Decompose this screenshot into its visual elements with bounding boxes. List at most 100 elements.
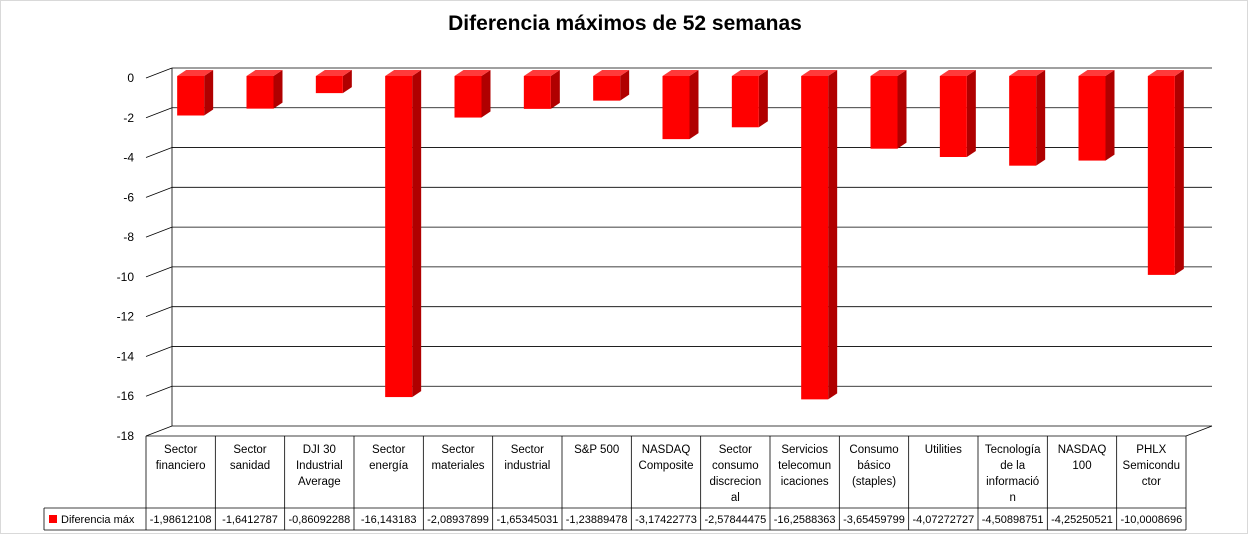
y-tick-label: -4: [123, 151, 134, 165]
data-label: -4,50898751: [982, 514, 1044, 526]
data-label: -2,08937899: [427, 514, 489, 526]
bar: [1009, 76, 1037, 166]
data-label: -3,17422773: [635, 514, 697, 526]
x-tick-label: Sector energía: [369, 444, 409, 472]
x-tick-label: NASDAQ Composite: [639, 444, 694, 472]
y-tick-label: -6: [123, 190, 134, 204]
data-label: -1,6412787: [222, 514, 278, 526]
bar: [246, 76, 274, 109]
gridline-side: [145, 147, 173, 158]
data-label: -10,0008696: [1120, 514, 1182, 526]
gridline-side: [145, 425, 173, 437]
bar-side: [481, 70, 491, 118]
x-tick-label: Sector consumo discrecion al: [709, 444, 761, 504]
gridline-side: [145, 226, 173, 238]
bar: [315, 76, 343, 94]
y-tick-label: -10: [117, 270, 135, 284]
bar-top: [246, 70, 283, 76]
gridline-side: [145, 346, 173, 357]
y-tick-label: -12: [117, 310, 135, 324]
x-tick-label: S&P 500: [574, 444, 619, 456]
x-tick-label: Tecnología de la informació n: [985, 444, 1041, 504]
bar-top: [454, 70, 491, 76]
y-tick-label: 0: [127, 71, 134, 85]
bar-side: [1174, 70, 1184, 275]
bar: [870, 76, 898, 149]
data-label: -3,65459799: [843, 514, 905, 526]
data-label: -4,07272727: [912, 514, 974, 526]
data-label: -0,86092288: [288, 514, 350, 526]
bar: [731, 76, 759, 128]
bar-top: [662, 70, 699, 76]
bar: [593, 76, 621, 101]
bar-top: [939, 70, 976, 76]
bar-top: [177, 70, 214, 76]
bar-side: [897, 70, 907, 149]
data-label: -1,23889478: [566, 514, 628, 526]
bar-top: [315, 70, 352, 76]
x-tick-label: Sector financiero: [156, 444, 206, 472]
data-label: -1,98612108: [150, 514, 212, 526]
bar-top: [801, 70, 838, 76]
y-tick-label: -2: [123, 111, 134, 125]
data-label: -4,25250521: [1051, 514, 1113, 526]
bar-top: [1078, 70, 1115, 76]
bar-side: [620, 70, 630, 101]
bar: [385, 76, 413, 398]
bar-side: [550, 70, 560, 109]
bar: [801, 76, 829, 400]
x-tick-label: Sector industrial: [504, 444, 550, 472]
bar: [177, 76, 205, 116]
gridline-side: [145, 186, 173, 198]
x-tick-label: Sector materiales: [431, 444, 484, 472]
bar: [939, 76, 967, 158]
bar-side: [1036, 70, 1046, 166]
y-tick-label: -8: [123, 230, 134, 244]
bar-side: [412, 70, 422, 398]
bar: [523, 76, 551, 109]
data-label: -16,143183: [361, 514, 417, 526]
bar-side: [828, 70, 838, 400]
chart-title: Diferencia máximos de 52 semanas: [448, 12, 802, 35]
y-tick-label: -16: [117, 389, 135, 403]
bar: [662, 76, 690, 140]
bar-top: [523, 70, 560, 76]
series-name: Diferencia máx: [61, 514, 135, 526]
gridline-side: [145, 385, 173, 397]
bar-side: [273, 70, 283, 109]
gridline-side: [145, 67, 173, 79]
legend-key: [49, 515, 57, 523]
gridline-side: [145, 306, 173, 318]
bar-top: [1009, 70, 1046, 76]
bar-side: [966, 70, 976, 158]
data-label: -16,2588363: [774, 514, 836, 526]
bar-top: [870, 70, 907, 76]
gridline-side: [145, 107, 173, 119]
y-tick-label: -14: [117, 349, 135, 363]
x-tick-label: Sector sanidad: [230, 444, 270, 472]
data-label: -1,65345031: [496, 514, 558, 526]
bar-top: [1147, 70, 1184, 76]
bar-side: [204, 70, 214, 116]
bar-top: [593, 70, 630, 76]
x-tick-label: NASDAQ 100: [1058, 444, 1107, 472]
bar-side: [1105, 70, 1115, 161]
bar-side: [342, 70, 352, 94]
bar: [454, 76, 482, 118]
y-tick-label: -18: [117, 429, 135, 443]
bar: [1147, 76, 1175, 275]
x-tick-label: Consumo básico (staples): [849, 444, 898, 488]
x-tick-label: PHLX Semicondu ctor: [1123, 444, 1181, 488]
bar-top: [385, 70, 422, 76]
bar-side: [758, 70, 768, 128]
x-tick-label: DJI 30 Industrial Average: [296, 444, 343, 488]
floor-edge: [1185, 425, 1213, 437]
data-label: -2,57844475: [704, 514, 766, 526]
x-tick-label: Utilities: [925, 444, 962, 456]
bar: [1078, 76, 1106, 161]
gridline-side: [145, 266, 173, 278]
bar-side: [689, 70, 699, 140]
x-tick-label: Servicios telecomun icaciones: [778, 444, 831, 488]
